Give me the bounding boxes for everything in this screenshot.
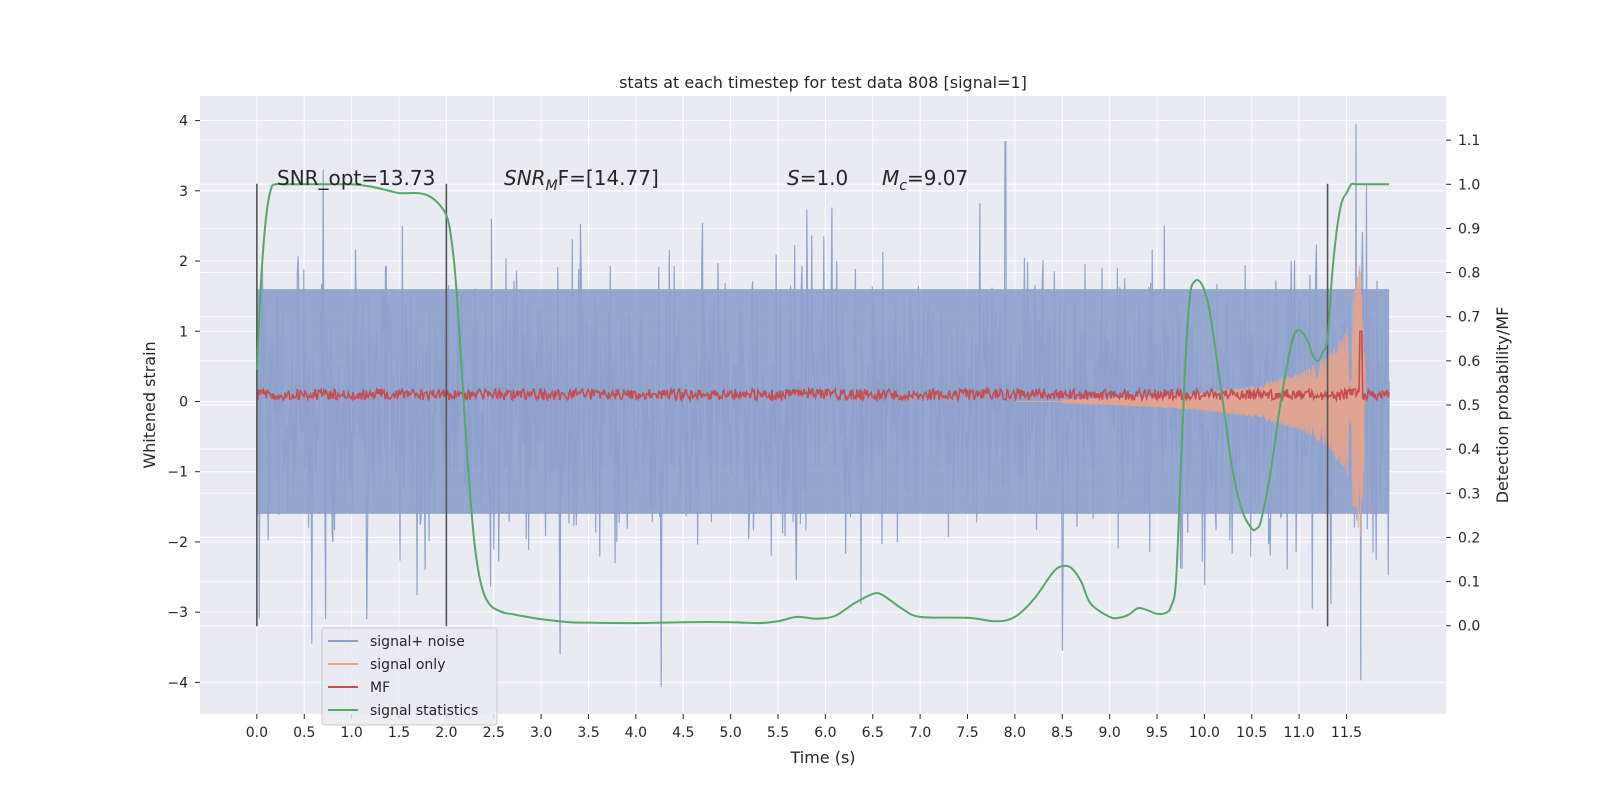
y2-tick-label: 0.3 [1458,486,1480,502]
x-tick-label: 8.0 [1004,725,1026,741]
annotation-s-rest: =1.0 [800,166,849,190]
annotation-mc-sub: c [899,178,907,194]
x-tick-label: 6.0 [814,725,836,741]
y-tick-labels: 4 3 2 1 0 −1 −2 −3 −4 [167,114,200,691]
legend-label-signal-noise: signal+ noise [370,634,465,650]
x-tick-label: 3.0 [530,725,552,741]
x-tick-labels: 0.0 0.5 1.0 1.5 2.0 2.5 3.0 3.5 4.0 4.5 5.0 5.5 6.0 6… [246,714,1362,741]
y-axis-label: Whitened strain [140,341,159,468]
annotation-snr-opt: SNR_opt=13.73 [277,166,435,190]
x-tick-label: 1.5 [388,725,410,741]
y-tick-label: 4 [179,114,188,130]
y-tick-label: −1 [167,465,188,481]
x-tick-label: 3.5 [577,725,599,741]
x-tick-label: 7.5 [956,725,978,741]
y2-tick-label: 0.2 [1458,530,1480,546]
annotation-s: S=1.0 [787,166,848,190]
x-tick-label: 5.0 [719,725,741,741]
legend-label-signal-only: signal only [370,657,445,673]
y2-tick-label: 1.0 [1458,177,1480,193]
x-tick-label: 11.0 [1284,725,1315,741]
annotation-snr-mf-base: SNR [504,166,546,190]
annotation-mc: Mc=9.07 [882,166,968,194]
x-tick-label: 2.5 [483,725,505,741]
legend-label-signal-statistics: signal statistics [370,703,478,719]
x-tick-label: 10.0 [1189,725,1220,741]
x-axis-label: Time (s) [789,748,855,767]
x-tick-label: 9.0 [1098,725,1120,741]
vertical-lines [256,183,1329,627]
legend: signal+ noise signal only MF signal stat… [321,627,498,726]
y2-tick-label: 0.4 [1458,442,1480,458]
legend-box [321,627,498,726]
x-tick-label: 5.5 [767,725,789,741]
y2-tick-label: 0.5 [1458,398,1480,414]
y-tick-label: 0 [179,394,188,410]
annotation-s-base: S [787,166,800,190]
y2-tick-label: 0.8 [1458,266,1480,282]
y-tick-label: −3 [167,605,188,621]
y2-tick-label: 1.1 [1458,133,1480,149]
x-tick-label: 7.0 [909,725,931,741]
x-tick-label: 4.5 [672,725,694,741]
y-tick-label: 3 [179,184,188,200]
annotation-snr-mf: SNRMF=[14.77] [504,166,659,194]
annotations: SNR_opt=13.73 SNRMF=[14.77] S=1.0 Mc=9.0… [277,166,968,194]
x-tick-label: 2.0 [435,725,457,741]
annotation-snr-mf-sub: M [546,178,558,194]
chart-title: stats at each timestep for test data 808… [619,73,1027,92]
y2-tick-labels: 1.1 1.0 0.9 0.8 0.7 0.6 0.5 0.4 0.3 0.2 0.1 0.0 [1446,133,1480,635]
y2-tick-label: 0.1 [1458,575,1480,591]
legend-label-mf: MF [370,680,390,696]
annotation-snr-mf-rest: F=[14.77] [558,166,659,190]
y-tick-label: −2 [167,535,188,551]
x-tick-label: 9.5 [1146,725,1168,741]
y2-tick-label: 0.6 [1458,354,1480,370]
annotation-mc-rest: =9.07 [907,166,968,190]
x-tick-label: 4.0 [625,725,647,741]
x-tick-label: 8.5 [1051,725,1073,741]
y2-axis-label: Detection probability/MF [1493,307,1512,504]
y-tick-label: −4 [167,675,188,691]
x-tick-label: 0.0 [246,725,268,741]
x-tick-label: 10.5 [1236,725,1267,741]
annotation-mc-base: M [882,166,899,190]
x-tick-label: 0.5 [293,725,315,741]
y-tick-label: 1 [179,324,188,340]
x-tick-label: 11.5 [1331,725,1362,741]
signal-statistics-series [255,182,1390,625]
y2-tick-label: 0.7 [1458,310,1480,326]
x-tick-label: 6.5 [862,725,884,741]
signal-statistics-line [255,182,1390,625]
y2-tick-label: 0.9 [1458,221,1480,237]
x-tick-label: 1.0 [340,725,362,741]
y-tick-label: 2 [179,254,188,270]
y2-tick-label: 0.0 [1458,619,1480,635]
